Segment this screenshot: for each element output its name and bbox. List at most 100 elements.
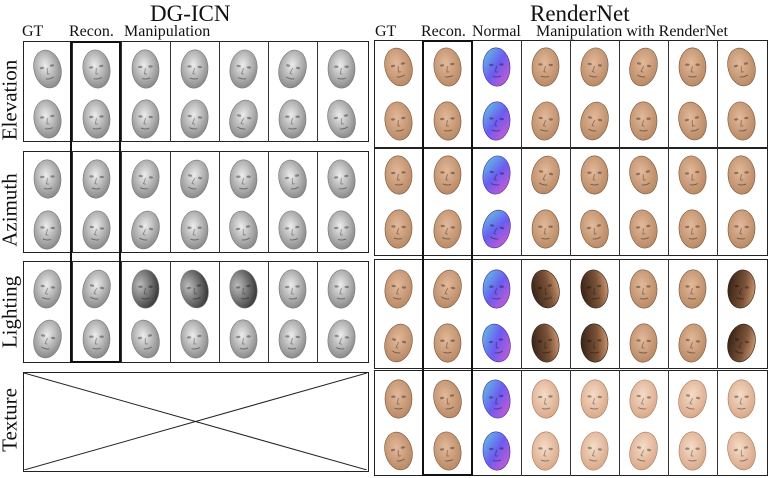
rendernet-face-image (670, 426, 715, 474)
dgicn-face-image (123, 205, 168, 253)
grid-separator (170, 41, 171, 142)
dgicn-face-image (25, 205, 70, 253)
grid-separator (423, 370, 424, 476)
grid-separator (170, 261, 171, 363)
grid-separator (521, 370, 522, 476)
dgicn-face-image (319, 314, 364, 362)
grid-separator (521, 148, 522, 256)
dgicn-face-image (270, 44, 315, 92)
grid-separator (668, 40, 669, 148)
rendernet-face-image (572, 374, 617, 422)
rendernet-face-image (474, 374, 519, 422)
rendernet-face-image (425, 204, 470, 252)
grid-separator (717, 370, 718, 476)
dgicn-face-image (172, 314, 217, 362)
grid-separator (219, 261, 220, 363)
left-gt-header: GT (22, 23, 44, 40)
rendernet-face-image (572, 96, 617, 144)
rendernet-face-image (523, 318, 568, 366)
dgicn-face-image (74, 314, 119, 362)
dgicn-face-image (74, 264, 119, 312)
dgicn-face-image (25, 264, 70, 312)
dgicn-face-image (25, 94, 70, 142)
grid-separator (619, 40, 620, 148)
grid-separator (472, 259, 473, 369)
dgicn-face-image (221, 44, 266, 92)
grid-separator (570, 259, 571, 369)
grid-separator (423, 148, 424, 256)
rendernet-face-image (621, 426, 666, 474)
rendernet-face-image (425, 150, 470, 198)
rendernet-face-image (670, 42, 715, 90)
rendernet-face-image (719, 426, 764, 474)
dgicn-face-image (74, 154, 119, 202)
grid-separator (472, 370, 473, 476)
rendernet-face-image (376, 374, 421, 422)
dgicn-group-box (23, 151, 369, 253)
grid-separator (717, 148, 718, 256)
dgicn-face-image (270, 94, 315, 142)
rendernet-face-image (719, 204, 764, 252)
rendernet-face-image (621, 150, 666, 198)
texture-label: Texture (0, 388, 22, 452)
rendernet-face-image (572, 42, 617, 90)
rendernet-face-image (621, 204, 666, 252)
dgicn-face-image (319, 264, 364, 312)
dgicn-face-image (319, 94, 364, 142)
rendernet-face-image (376, 204, 421, 252)
dgicn-group-box (23, 261, 369, 363)
rendernet-face-image (523, 42, 568, 90)
rendernet-face-image (621, 374, 666, 422)
rendernet-face-image (719, 96, 764, 144)
rendernet-face-image (376, 96, 421, 144)
rendernet-face-image (572, 150, 617, 198)
dgicn-face-image (221, 264, 266, 312)
rendernet-face-image (474, 150, 519, 198)
right-normal-header: Normal (472, 23, 521, 40)
dgicn-face-image (172, 205, 217, 253)
rendernet-face-image (523, 96, 568, 144)
rendernet-title: RenderNet (530, 1, 630, 26)
grid-separator (219, 151, 220, 253)
right-recon-header: Recon. (421, 23, 466, 40)
azimuth-label: Azimuth (0, 173, 22, 247)
rendernet-face-image (523, 374, 568, 422)
rendernet-face-image (376, 42, 421, 90)
grid-separator (170, 151, 171, 253)
dgicn-face-image (25, 44, 70, 92)
dgicn-face-image (172, 154, 217, 202)
rendernet-face-image (376, 426, 421, 474)
rendernet-face-image (376, 318, 421, 366)
rendernet-group-box (374, 148, 768, 256)
rendernet-face-image (621, 318, 666, 366)
dgicn-face-image (221, 154, 266, 202)
rendernet-face-image (523, 150, 568, 198)
rendernet-face-image (719, 42, 764, 90)
dgicn-face-image (123, 94, 168, 142)
dgicn-face-image (172, 94, 217, 142)
rendernet-face-image (425, 42, 470, 90)
dgicn-face-image (74, 44, 119, 92)
rendernet-face-image (621, 96, 666, 144)
rendernet-face-image (523, 204, 568, 252)
grid-separator (668, 370, 669, 476)
rendernet-face-image (474, 264, 519, 312)
rendernet-face-image (474, 318, 519, 366)
grid-separator (717, 40, 718, 148)
dgicn-face-image (123, 314, 168, 362)
dgicn-face-image (270, 264, 315, 312)
rendernet-face-image (425, 318, 470, 366)
grid-separator (317, 41, 318, 142)
grid-separator (317, 151, 318, 253)
rendernet-group-box (374, 40, 768, 148)
rendernet-face-image (719, 374, 764, 422)
dgicn-face-image (123, 264, 168, 312)
rendernet-face-image (670, 264, 715, 312)
dgicn-face-image (221, 314, 266, 362)
grid-separator (219, 41, 220, 142)
rendernet-face-image (376, 264, 421, 312)
grid-separator (668, 148, 669, 256)
grid-separator (317, 261, 318, 363)
rendernet-face-image (425, 426, 470, 474)
grid-separator (570, 40, 571, 148)
